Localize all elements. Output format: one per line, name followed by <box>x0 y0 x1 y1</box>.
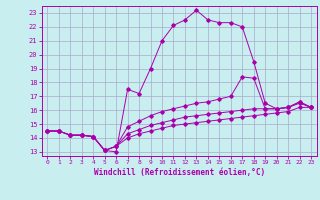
X-axis label: Windchill (Refroidissement éolien,°C): Windchill (Refroidissement éolien,°C) <box>94 168 265 177</box>
